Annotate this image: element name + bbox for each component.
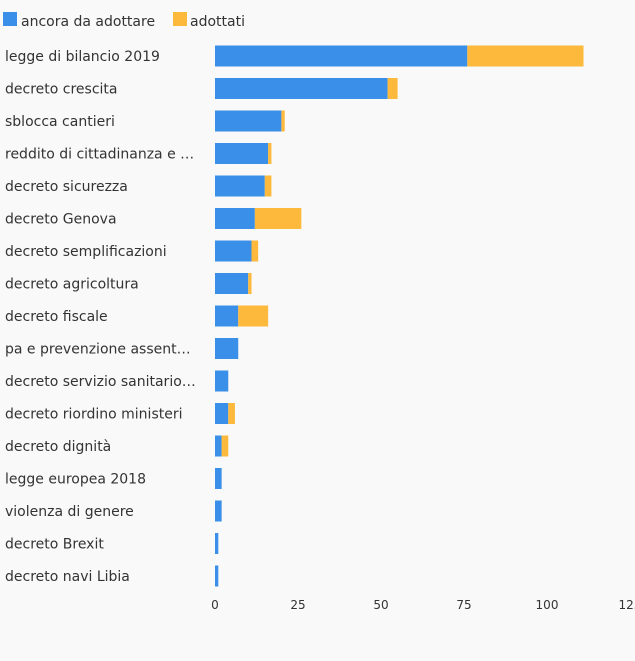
bar-ancora-da-adottare-decreto-sicurezza (215, 175, 265, 197)
category-label-sblocca-cantieri: sblocca cantieri (5, 114, 115, 130)
bar-ancora-da-adottare-decreto-genova (215, 208, 255, 229)
category-label-decreto-servizio-sanitario: decreto servizio sanitario… (5, 374, 196, 390)
x-tick-label-0: 0 (211, 598, 219, 612)
category-label-decreto-genova: decreto Genova (5, 212, 117, 228)
x-tick-label-25: 25 (290, 598, 305, 612)
category-label-pa-e-prevenzione-assent: pa e prevenzione assent… (5, 342, 191, 358)
category-label-decreto-fiscale: decreto fiscale (5, 309, 108, 325)
bar-ancora-da-adottare-reddito-di-cittadinanza-e (215, 143, 269, 164)
legend-swatch-adottati (173, 12, 187, 26)
bar-adottati-legge-di-bilancio-2019 (467, 45, 584, 67)
bar-ancora-da-adottare-legge-europea-2018 (215, 468, 222, 489)
bar-ancora-da-adottare-decreto-crescita (215, 78, 388, 99)
category-label-decreto-semplificazioni: decreto semplificazioni (5, 244, 167, 260)
bar-adottati-decreto-semplificazioni (251, 240, 259, 262)
bar-adottati-decreto-crescita (387, 78, 398, 99)
bar-ancora-da-adottare-decreto-dignit (215, 435, 222, 457)
legend-label-adottati: adottati (190, 14, 245, 30)
category-label-legge-europea-2018: legge europea 2018 (5, 472, 146, 488)
bar-ancora-da-adottare-decreto-fiscale (215, 305, 239, 327)
category-label-decreto-dignit: decreto dignità (5, 439, 111, 455)
bar-adottati-decreto-riordino-ministeri (228, 403, 235, 424)
bar-ancora-da-adottare-pa-e-prevenzione-assent (215, 338, 239, 359)
bar-ancora-da-adottare-legge-di-bilancio-2019 (215, 45, 468, 67)
bar-ancora-da-adottare-decreto-navi-libia (215, 565, 219, 587)
bar-adottati-sblocca-cantieri (281, 110, 285, 132)
legend-swatch-ancora-da-adottare (3, 12, 17, 26)
x-tick-label-75: 75 (456, 598, 471, 612)
bar-adottati-decreto-agricoltura (248, 273, 252, 294)
x-axis-ticks: 0 25 50 75 100 125 (211, 598, 635, 612)
bar-ancora-da-adottare-decreto-brexit (215, 533, 219, 554)
category-label-decreto-agricoltura: decreto agricoltura (5, 277, 139, 293)
category-label-reddito-di-cittadinanza-e: reddito di cittadinanza e … (5, 147, 194, 163)
bar-ancora-da-adottare-decreto-servizio-sanitario (215, 370, 229, 392)
bars (215, 45, 584, 587)
bar-adottati-decreto-genova (254, 208, 302, 229)
bar-ancora-da-adottare-decreto-agricoltura (215, 273, 249, 294)
bar-ancora-da-adottare-decreto-riordino-ministeri (215, 403, 229, 424)
category-label-decreto-crescita: decreto crescita (5, 82, 117, 98)
category-label-violenza-di-genere: violenza di genere (5, 504, 134, 520)
category-label-decreto-navi-libia: decreto navi Libia (5, 569, 130, 585)
bar-adottati-reddito-di-cittadinanza-e (268, 143, 272, 164)
bar-ancora-da-adottare-decreto-semplificazioni (215, 240, 252, 262)
legend: ancora da adottare adottati (3, 12, 245, 30)
category-label-legge-di-bilancio-2019: legge di bilancio 2019 (5, 49, 160, 65)
legend-label-ancora-da-adottare: ancora da adottare (21, 14, 155, 30)
category-label-decreto-riordino-ministeri: decreto riordino ministeri (5, 407, 182, 423)
bar-adottati-decreto-dignit (221, 435, 229, 457)
bar-adottati-decreto-fiscale (238, 305, 269, 327)
x-tick-label-50: 50 (373, 598, 388, 612)
category-label-decreto-brexit: decreto Brexit (5, 537, 104, 553)
bar-ancora-da-adottare-violenza-di-genere (215, 500, 222, 522)
x-tick-label-100: 100 (536, 598, 559, 612)
category-labels: legge di bilancio 2019 decreto crescita sb… (5, 49, 196, 585)
category-label-decreto-sicurezza: decreto sicurezza (5, 179, 128, 195)
bar-ancora-da-adottare-sblocca-cantieri (215, 110, 282, 132)
bar-adottati-decreto-sicurezza (264, 175, 272, 197)
x-tick-label-125: 125 (619, 598, 635, 612)
